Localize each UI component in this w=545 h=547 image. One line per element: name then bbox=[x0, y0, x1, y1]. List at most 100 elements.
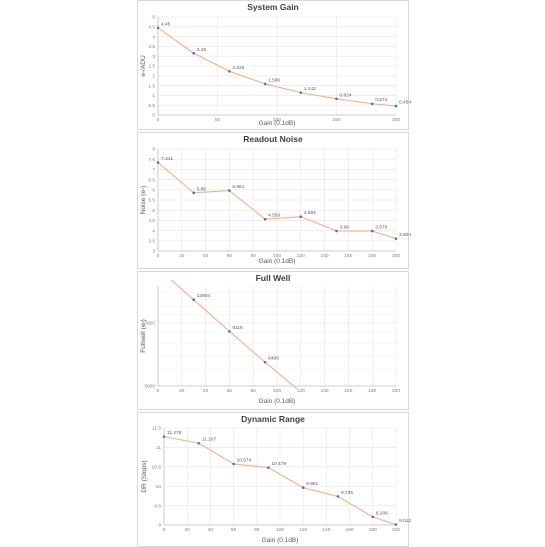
data-label: 5.961 bbox=[232, 184, 244, 190]
series-line-segment bbox=[158, 268, 194, 299]
data-label: 0.574 bbox=[375, 97, 387, 103]
x-tick-label: 140 bbox=[321, 388, 329, 394]
data-point bbox=[192, 298, 195, 301]
series-line-segment bbox=[372, 231, 396, 239]
y-tick-label: 7 bbox=[152, 167, 155, 173]
y-axis-label: Noise (e-) bbox=[140, 186, 147, 215]
x-tick-label: 60 bbox=[227, 253, 233, 259]
series-line-segment bbox=[199, 443, 234, 464]
x-tick-label: 200 bbox=[392, 117, 400, 123]
data-label: 9.735 bbox=[341, 490, 353, 496]
data-point bbox=[372, 516, 375, 519]
data-point bbox=[228, 189, 231, 192]
data-label: 3.15 bbox=[197, 47, 207, 53]
x-tick-label: 80 bbox=[251, 253, 257, 259]
y-tick-label: 10 bbox=[156, 484, 162, 490]
series-line-segment bbox=[303, 488, 338, 497]
y-tick-label: 6 bbox=[152, 188, 155, 194]
x-tick-label: 0 bbox=[157, 388, 160, 394]
data-point bbox=[228, 330, 231, 333]
y-tick-label: 5 bbox=[152, 15, 155, 21]
data-point bbox=[337, 495, 340, 498]
data-label: 11.107 bbox=[202, 437, 217, 443]
y-axis-label: e-/ADU bbox=[140, 55, 147, 77]
series-line-segment bbox=[301, 93, 337, 99]
data-label: 10.479 bbox=[271, 461, 286, 467]
y-tick-label: 1.5 bbox=[148, 83, 155, 89]
x-tick-label: 40 bbox=[203, 253, 209, 259]
series-line-segment bbox=[229, 331, 265, 362]
x-axis-label: Gain (0.1dB) bbox=[259, 258, 296, 265]
x-tick-label: 100 bbox=[273, 388, 281, 394]
data-labels: 11.27811.10710.57410.4799.9619.7359.2089… bbox=[167, 430, 411, 524]
data-label: 1.142 bbox=[304, 86, 316, 92]
data-label: 4.684 bbox=[304, 210, 316, 216]
y-tick-label: 6.5 bbox=[148, 177, 155, 183]
y-tick-label: 10.5 bbox=[152, 465, 162, 471]
x-tick-label: 150 bbox=[332, 117, 340, 123]
y-tick-label: 9.5 bbox=[154, 503, 161, 509]
x-tick-label: 200 bbox=[392, 388, 400, 394]
data-label: 6495 bbox=[268, 356, 279, 362]
data-point bbox=[163, 435, 166, 438]
data-point bbox=[264, 83, 267, 86]
series-line-segment bbox=[373, 517, 396, 525]
data-label: 3.98 bbox=[340, 225, 350, 231]
data-label: 4.559 bbox=[268, 213, 280, 219]
x-tick-label: 60 bbox=[231, 527, 237, 533]
x-tick-label: 0 bbox=[157, 117, 160, 123]
series-line-segment bbox=[158, 162, 194, 192]
data-point bbox=[302, 486, 305, 489]
data-point bbox=[371, 230, 374, 233]
series-line-segment bbox=[268, 468, 303, 488]
data-point bbox=[264, 361, 267, 364]
x-tick-label: 120 bbox=[297, 253, 305, 259]
data-point bbox=[157, 26, 160, 29]
data-label: 5.85 bbox=[197, 186, 207, 192]
y-tick-label: 5000 bbox=[144, 384, 155, 390]
chart-title: Readout Noise bbox=[243, 134, 303, 144]
x-tick-label: 40 bbox=[203, 388, 209, 394]
data-point bbox=[157, 161, 160, 164]
x-tick-label: 140 bbox=[322, 527, 330, 533]
x-tick-label: 20 bbox=[179, 253, 185, 259]
x-tick-label: 120 bbox=[299, 527, 307, 533]
data-label: 4.45 bbox=[161, 21, 171, 27]
data-labels: 12904 9116 6495 bbox=[197, 293, 279, 361]
series-line-segment bbox=[338, 496, 373, 516]
series-line-segment bbox=[229, 71, 265, 84]
data-label: 9116 bbox=[232, 325, 243, 331]
y-tick-label: 4 bbox=[152, 34, 155, 40]
data-point bbox=[192, 192, 195, 195]
x-tick-label: 200 bbox=[392, 527, 400, 533]
y-tick-label: 3.5 bbox=[148, 44, 155, 50]
data-label: 3.604 bbox=[399, 232, 411, 238]
y-tick-label: 2.5 bbox=[148, 64, 155, 70]
data-label: 7.341 bbox=[161, 156, 173, 162]
x-tick-label: 180 bbox=[368, 253, 376, 259]
data-point bbox=[192, 52, 195, 55]
y-tick-label: 0.5 bbox=[148, 103, 155, 109]
data-label: 12904 bbox=[197, 293, 211, 299]
y-tick-label: 2 bbox=[152, 74, 155, 80]
y-tick-label: 7.5 bbox=[148, 157, 155, 163]
data-label: 11.278 bbox=[167, 430, 182, 436]
y-tick-label: 8 bbox=[152, 147, 155, 153]
data-point bbox=[371, 102, 374, 105]
data-point bbox=[395, 105, 398, 108]
x-tick-label: 120 bbox=[297, 388, 305, 394]
data-point bbox=[335, 230, 338, 233]
x-tick-label: 60 bbox=[227, 388, 233, 394]
data-label: 9.012 bbox=[399, 518, 411, 524]
y-tick-label: 5.5 bbox=[148, 198, 155, 204]
y-tick-label: 4.5 bbox=[148, 218, 155, 224]
x-tick-label: 200 bbox=[392, 253, 400, 259]
